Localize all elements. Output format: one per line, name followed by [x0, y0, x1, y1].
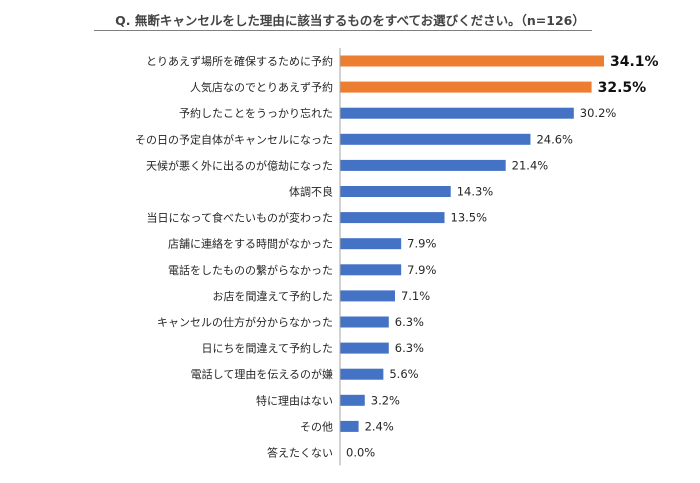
bar — [340, 342, 389, 354]
bar — [340, 264, 402, 276]
category-label: 答えたくない — [267, 446, 333, 460]
bar — [340, 186, 451, 197]
value-label: 34.1% — [610, 54, 659, 70]
bar — [340, 238, 402, 250]
value-label: 7.9% — [407, 263, 436, 277]
value-label: 6.3% — [395, 315, 424, 329]
value-label: 7.9% — [407, 237, 436, 251]
category-label: その日の予定自体がキャンセルになった — [135, 132, 333, 146]
bar — [340, 159, 506, 171]
category-label: 体調不良 — [289, 185, 333, 199]
category-label: キャンセルの仕方が分からなかった — [157, 315, 333, 329]
value-label: 30.2% — [580, 106, 617, 120]
category-label: 電話をしたものの繋がらなかった — [168, 263, 333, 277]
category-label: 天候が悪く外に出るのが億劫になった — [146, 158, 333, 172]
category-label: とりあえず場所を確保するために予約 — [146, 54, 333, 68]
value-label: 0.0% — [346, 446, 375, 460]
category-label: 予約したことをうっかり忘れた — [179, 106, 333, 120]
bar — [340, 81, 592, 93]
title-divider — [94, 30, 592, 31]
category-label: その他 — [300, 420, 333, 433]
bar — [340, 316, 389, 328]
bar — [340, 290, 395, 302]
category-label: 特に理由はない — [256, 393, 333, 407]
bar — [340, 133, 531, 145]
category-label: 人気店なのでとりあえず予約 — [190, 80, 333, 94]
value-label: 7.1% — [401, 289, 430, 303]
bar — [340, 420, 359, 432]
value-label: 21.4% — [512, 158, 549, 172]
value-label: 14.3% — [457, 185, 494, 199]
value-label: 32.5% — [598, 80, 647, 96]
value-label: 13.5% — [451, 211, 488, 225]
value-label: 5.6% — [389, 367, 418, 381]
bar — [340, 212, 445, 224]
category-label: 店舗に連絡をする時間がなかった — [168, 237, 333, 251]
category-label: 当日になって食べたいものが変わった — [147, 211, 333, 225]
value-label: 6.3% — [395, 341, 424, 355]
value-label: 2.4% — [365, 419, 394, 433]
bar — [340, 107, 574, 119]
category-label: 日にちを間違えて予約した — [202, 341, 333, 355]
value-label: 24.6% — [536, 132, 573, 146]
bar — [340, 394, 365, 406]
bar — [340, 55, 604, 67]
chart-title: Q. 無断キャンセルをした理由に該当するものをすべてお選びください。（n=126… — [115, 13, 585, 28]
bar — [340, 368, 384, 380]
category-label: 電話して理由を伝えるのが嫌 — [191, 367, 333, 381]
category-label: お店を間違えて予約した — [213, 289, 333, 303]
value-label: 3.2% — [371, 393, 400, 407]
